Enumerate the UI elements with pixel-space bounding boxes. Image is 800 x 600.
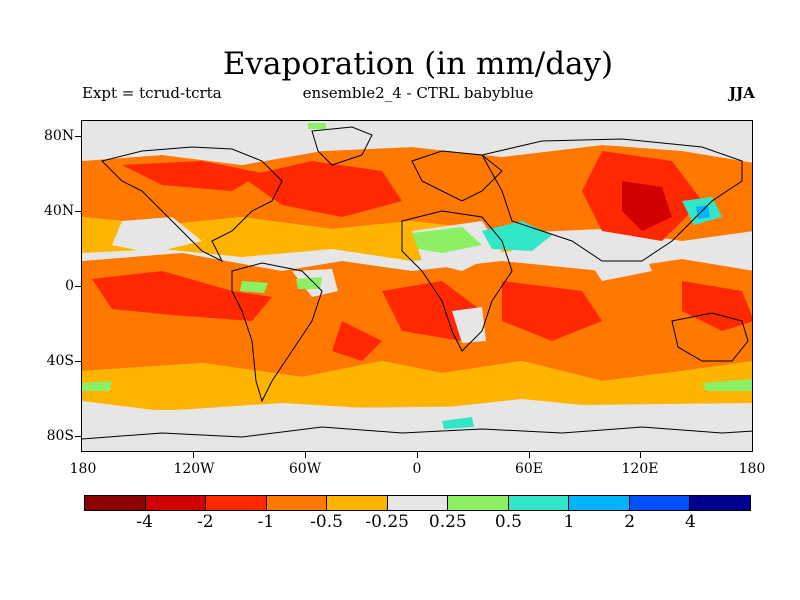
- anomaly-orange-north: [82, 145, 752, 241]
- lon-tick: [529, 452, 530, 458]
- anomaly-red-npac: [122, 161, 262, 191]
- coast-south-america: [231, 262, 323, 403]
- colorbar-label: 0.25: [428, 512, 467, 532]
- lat-label-40n: 40N: [44, 203, 75, 219]
- colorbar-label: -4: [136, 512, 153, 532]
- ensemble-label: ensemble2_4 - CTRL babyblue: [302, 84, 534, 102]
- colorbar-cell: [387, 496, 449, 510]
- lat-tick: [75, 136, 81, 137]
- positive-green-southindian: [702, 379, 752, 391]
- coast-asia: [481, 138, 743, 262]
- colorbar-cell: [690, 496, 751, 510]
- positive-green-atlantic: [296, 277, 322, 289]
- lon-label-0: 0: [412, 461, 422, 477]
- page-title: Evaporation (in mm/day): [222, 46, 614, 82]
- colorbar-cell: [85, 496, 146, 510]
- anomaly-yellow-south: [82, 361, 752, 411]
- colorbar-cell: [206, 496, 267, 510]
- season-label: JJA: [729, 84, 755, 102]
- coast-australia: [671, 312, 749, 362]
- lat-label-0: 0: [65, 278, 74, 294]
- colorbar-cell: [448, 496, 509, 510]
- colorbar-label: 2: [624, 512, 636, 532]
- positive-green-south: [82, 381, 112, 391]
- coast-africa: [401, 210, 513, 352]
- lat-tick: [75, 361, 81, 362]
- lat-label-40s: 40S: [46, 353, 74, 369]
- colorbar-label: -1: [257, 512, 275, 532]
- coastlines: [82, 126, 752, 440]
- positive-green-mideast: [412, 227, 482, 253]
- near-zero-antarctic: [82, 403, 752, 451]
- anomaly-red-south: [332, 321, 382, 361]
- lon-label-180w: 180: [69, 461, 97, 477]
- near-zero-north: [82, 121, 752, 165]
- lat-tick: [75, 286, 81, 287]
- coast-north-america: [101, 146, 283, 263]
- lon-label-120w: 120W: [173, 461, 215, 477]
- lat-label-80n: 80N: [44, 128, 75, 144]
- anomaly-darkred-asia: [622, 181, 672, 231]
- colorbar-cell: [508, 496, 570, 510]
- lat-label-80s: 80S: [46, 428, 74, 444]
- colorbar: [84, 495, 751, 511]
- anomaly-yellow-north: [82, 217, 512, 261]
- lon-tick: [417, 452, 418, 458]
- colorbar-cell: [327, 496, 388, 510]
- lon-label-180e: 180: [738, 461, 766, 477]
- colorbar-label: -0.5: [310, 512, 343, 532]
- colorbar-cell: [629, 496, 691, 510]
- coast-antarctica: [82, 426, 752, 440]
- lon-tick: [305, 452, 306, 458]
- colorbar-cell: [266, 496, 328, 510]
- experiment-label: Expt = tcrud-tcrta: [82, 84, 222, 102]
- colorbar-label: 1: [563, 512, 575, 532]
- positive-green-arctic: [308, 123, 326, 129]
- lon-tick: [640, 452, 641, 458]
- evaporation-map: [82, 121, 752, 451]
- colorbar-label: -0.25: [365, 512, 409, 532]
- lon-label-120e: 120E: [621, 461, 659, 477]
- positive-green-southamer: [240, 281, 268, 293]
- lon-label-60w: 60W: [288, 461, 322, 477]
- lat-tick: [75, 436, 81, 437]
- coast-greenland: [311, 126, 373, 166]
- anomaly-red-atlantic: [242, 161, 402, 217]
- near-zero-americas: [112, 217, 202, 253]
- near-zero-india: [582, 247, 652, 281]
- coast-europe: [411, 150, 503, 202]
- anomaly-red-indian: [502, 281, 602, 341]
- map-frame: [81, 120, 753, 452]
- lon-tick: [193, 452, 194, 458]
- colorbar-label: 4: [684, 512, 696, 532]
- colorbar-cell: [145, 496, 207, 510]
- colorbar-cell: [569, 496, 630, 510]
- lat-tick: [75, 211, 81, 212]
- colorbar-label: 0.5: [494, 512, 522, 532]
- positive-blue-japan: [696, 205, 710, 219]
- lon-label-60e: 60E: [514, 461, 544, 477]
- anomaly-red-pacific: [92, 271, 272, 321]
- colorbar-label: -2: [196, 512, 214, 532]
- positive-cyan-southatl: [442, 417, 474, 429]
- near-zero-southafrica: [452, 307, 486, 343]
